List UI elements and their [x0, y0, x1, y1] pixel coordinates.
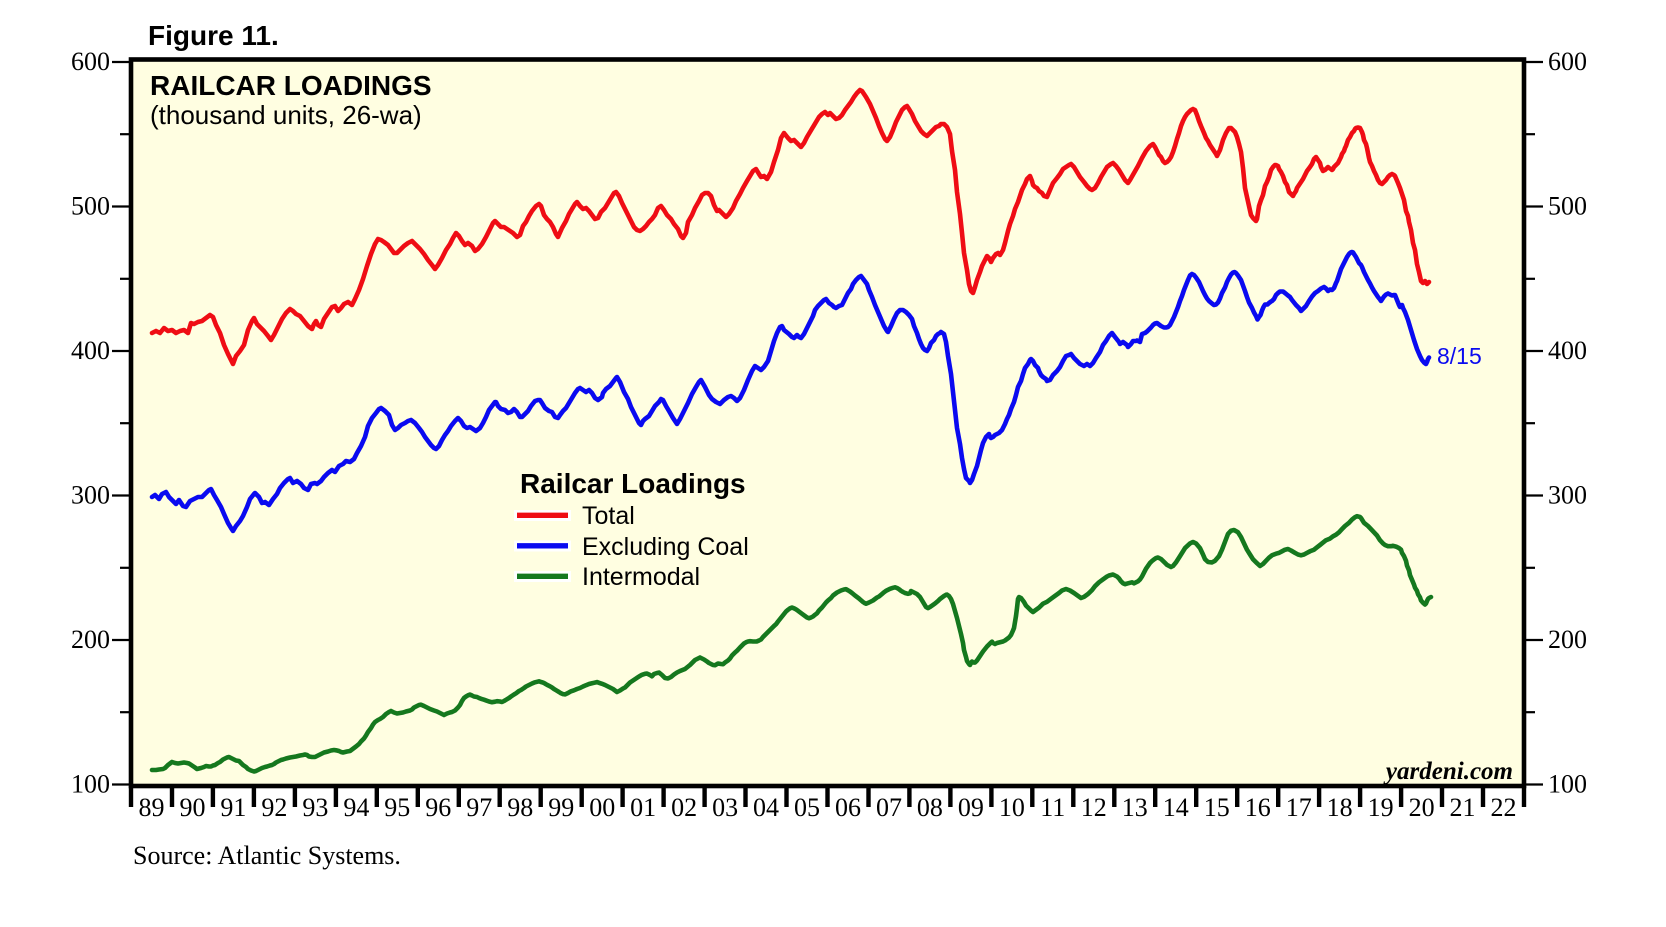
- svg-text:8/15: 8/15: [1437, 343, 1482, 369]
- svg-text:11: 11: [1040, 793, 1065, 822]
- svg-text:13: 13: [1122, 793, 1148, 822]
- svg-text:00: 00: [589, 793, 615, 822]
- svg-text:Intermodal: Intermodal: [582, 563, 700, 591]
- svg-text:89: 89: [139, 793, 165, 822]
- svg-text:22: 22: [1491, 793, 1517, 822]
- svg-text:10: 10: [999, 793, 1025, 822]
- svg-text:95: 95: [384, 793, 410, 822]
- svg-text:15: 15: [1204, 793, 1230, 822]
- svg-text:Railcar Loadings: Railcar Loadings: [520, 468, 746, 499]
- svg-text:98: 98: [507, 793, 533, 822]
- svg-text:300: 300: [1548, 481, 1587, 510]
- svg-text:100: 100: [1548, 770, 1587, 799]
- svg-text:94: 94: [343, 793, 369, 822]
- svg-text:400: 400: [1548, 336, 1587, 365]
- svg-text:02: 02: [671, 793, 697, 822]
- svg-text:600: 600: [71, 47, 110, 76]
- svg-text:12: 12: [1081, 793, 1107, 822]
- svg-text:08: 08: [917, 793, 943, 822]
- svg-text:100: 100: [71, 770, 110, 799]
- svg-text:600: 600: [1548, 47, 1587, 76]
- svg-text:97: 97: [466, 793, 492, 822]
- svg-text:19: 19: [1368, 793, 1394, 822]
- svg-text:14: 14: [1163, 793, 1189, 822]
- svg-text:92: 92: [261, 793, 287, 822]
- svg-text:Excluding Coal: Excluding Coal: [582, 533, 749, 561]
- svg-text:Total: Total: [582, 502, 635, 530]
- svg-text:01: 01: [630, 793, 656, 822]
- svg-text:90: 90: [180, 793, 206, 822]
- svg-text:09: 09: [958, 793, 984, 822]
- svg-text:(thousand units, 26-wa): (thousand units, 26-wa): [150, 100, 422, 130]
- svg-text:Figure 11.: Figure 11.: [148, 20, 279, 51]
- svg-text:21: 21: [1450, 793, 1476, 822]
- svg-text:99: 99: [548, 793, 574, 822]
- svg-text:96: 96: [425, 793, 451, 822]
- svg-text:93: 93: [302, 793, 328, 822]
- svg-text:07: 07: [876, 793, 902, 822]
- svg-text:500: 500: [71, 192, 110, 221]
- svg-text:91: 91: [220, 793, 246, 822]
- svg-text:200: 200: [71, 625, 110, 654]
- svg-text:05: 05: [794, 793, 820, 822]
- svg-text:16: 16: [1245, 793, 1271, 822]
- svg-text:04: 04: [753, 793, 779, 822]
- svg-text:03: 03: [712, 793, 738, 822]
- svg-text:200: 200: [1548, 625, 1587, 654]
- svg-text:18: 18: [1327, 793, 1353, 822]
- svg-text:300: 300: [71, 481, 110, 510]
- svg-text:yardeni.com: yardeni.com: [1383, 758, 1513, 785]
- svg-text:Source: Atlantic Systems.: Source: Atlantic Systems.: [133, 841, 401, 870]
- svg-text:06: 06: [835, 793, 861, 822]
- svg-text:RAILCAR LOADINGS: RAILCAR LOADINGS: [150, 70, 432, 101]
- svg-text:20: 20: [1409, 793, 1435, 822]
- svg-text:17: 17: [1286, 793, 1312, 822]
- svg-text:400: 400: [71, 336, 110, 365]
- svg-text:500: 500: [1548, 192, 1587, 221]
